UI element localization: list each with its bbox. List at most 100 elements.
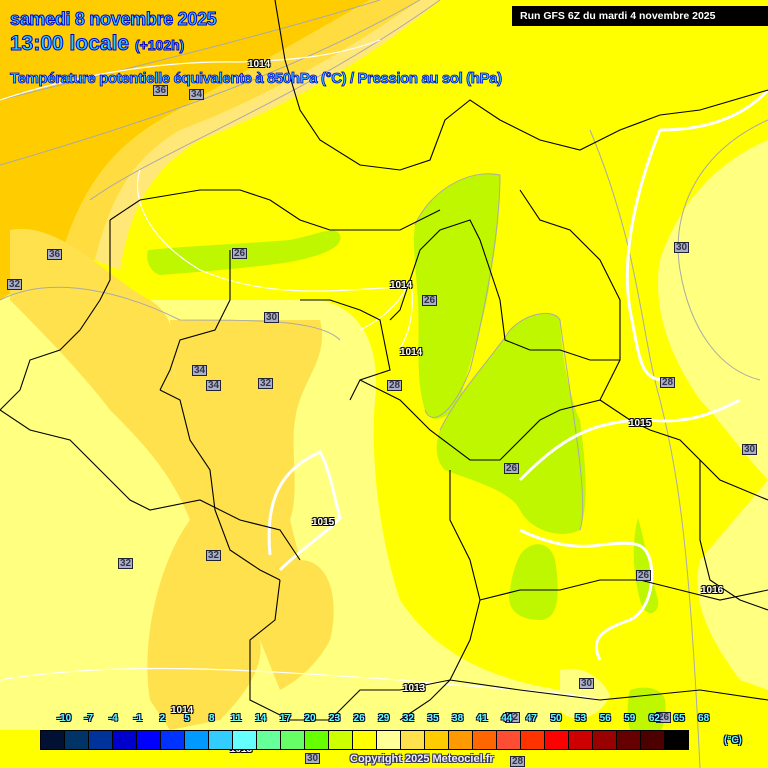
isobar-label: 1014 (171, 705, 194, 716)
legend-tick: 47 (525, 713, 537, 724)
theta-e-label: 32 (206, 550, 222, 561)
forecast-time: 13:00 locale (+102h) (9, 32, 185, 56)
color-legend (40, 730, 689, 750)
legend-swatch (280, 730, 305, 750)
legend-tick: 23 (329, 713, 341, 724)
theta-e-label: 26 (504, 463, 520, 474)
theta-e-label: 30 (579, 678, 595, 689)
legend-tick: 20 (304, 713, 316, 724)
legend-swatch (400, 730, 425, 750)
legend-swatch (664, 730, 689, 750)
model-run-label: Run GFS 6Z du mardi 4 novembre 2025 (512, 6, 768, 26)
legend-tick-labels: -10 -7 -4 -1 2 5 8 11 14 17 20 23 26 29 32 35 38 41 44 47 50… (0, 713, 768, 727)
legend-swatch (304, 730, 329, 750)
forecast-lead-time: (+102h) (134, 37, 185, 54)
legend-tick: 26 (353, 713, 365, 724)
band-29-32-east (658, 140, 768, 480)
legend-tick: -4 (108, 713, 118, 724)
theta-e-label: 26 (656, 712, 672, 723)
theta-e-label: 30 (674, 242, 690, 253)
theta-e-label: 30 (742, 444, 758, 455)
isobar-label: 1013 (403, 683, 426, 694)
theta-e-label: 30 (264, 312, 280, 323)
legend-swatch (472, 730, 497, 750)
theta-e-label: 30 (305, 753, 321, 764)
legend-tick: 11 (230, 713, 242, 724)
legend-tick: 50 (550, 713, 562, 724)
legend-tick: 2 (159, 713, 166, 724)
isobar-label: 1014 (390, 280, 413, 291)
legend-swatch (376, 730, 401, 750)
theta-e-label: 36 (153, 85, 169, 96)
legend-tick: 32 (402, 713, 414, 724)
legend-swatch (448, 730, 473, 750)
legend-tick: 35 (427, 713, 439, 724)
band-32-35-nw (95, 0, 440, 270)
legend-swatch (64, 730, 89, 750)
legend-swatch (544, 730, 569, 750)
band-35-38-nw (0, 0, 370, 300)
legend-tick: 59 (624, 713, 636, 724)
legend-tick: 38 (452, 713, 464, 724)
legend-swatch (40, 730, 65, 750)
legend-swatch (184, 730, 209, 750)
legend-tick: 44 (501, 713, 513, 724)
theta-e-label: 26 (422, 295, 438, 306)
legend-tick: 56 (599, 713, 611, 724)
theta-e-label: 28 (660, 377, 676, 388)
forecast-local-time: 13:00 locale (9, 32, 130, 56)
theta-e-label: 34 (192, 365, 208, 376)
theta-e-label: 26 (636, 570, 652, 581)
legend-tick: 65 (673, 713, 685, 724)
copyright: Copyright 2025 Meteociel.fr (350, 753, 494, 765)
theta-e-label: 32 (505, 712, 521, 723)
theta-e-label: 32 (258, 378, 274, 389)
theta-e-label: 26 (232, 248, 248, 259)
band-29-32-south (560, 668, 610, 719)
legend-swatch (424, 730, 449, 750)
band-22-26-south (509, 544, 558, 620)
legend-swatch (568, 730, 593, 750)
legend-swatch (112, 730, 137, 750)
legend-tick: 5 (184, 713, 190, 724)
legend-tick: 41 (476, 713, 488, 724)
theta-e-label: 34 (206, 380, 222, 391)
band-35-38-nw-top (60, 0, 420, 260)
legend-tick: 8 (208, 713, 215, 724)
legend-swatch (328, 730, 353, 750)
isobar-label: 1016 (701, 585, 724, 596)
forecast-date: samedi 8 novembre 2025 (10, 9, 218, 30)
band-22-26-central-east (436, 313, 586, 534)
theta-e-label: 32 (118, 558, 134, 569)
isobar-label: 1014 (400, 347, 423, 358)
legend-swatch (616, 730, 641, 750)
legend-tick: -10 (56, 713, 72, 724)
legend-tick: 53 (575, 713, 587, 724)
isobar-label: 1015 (629, 418, 652, 429)
legend-tick: -1 (133, 713, 143, 724)
band-22-26-south-2 (633, 518, 659, 614)
legend-tick: 62 (648, 713, 660, 724)
theta-e-label: 32 (7, 279, 23, 290)
legend-tick: 17 (279, 713, 291, 724)
band-32-35-central (170, 320, 334, 690)
legend-unit: (°C) (724, 735, 742, 746)
legend-swatch (352, 730, 377, 750)
theta-e-label: 28 (510, 756, 526, 767)
legend-tick: -7 (84, 713, 94, 724)
band-32-35-west (10, 228, 261, 730)
legend-tick: 14 (255, 713, 267, 724)
legend-swatch (88, 730, 113, 750)
legend-swatch (256, 730, 281, 750)
country-borders (0, 0, 768, 721)
isobar-label: 1015 (312, 517, 335, 528)
isobar-label: 1014 (248, 59, 271, 70)
legend-swatch (496, 730, 521, 750)
legend-swatch (520, 730, 545, 750)
legend-swatch (592, 730, 617, 750)
legend-tick: 29 (378, 713, 390, 724)
theta-e-label: 36 (47, 249, 63, 260)
theta-e-label: 34 (189, 89, 205, 100)
legend-swatch (160, 730, 185, 750)
